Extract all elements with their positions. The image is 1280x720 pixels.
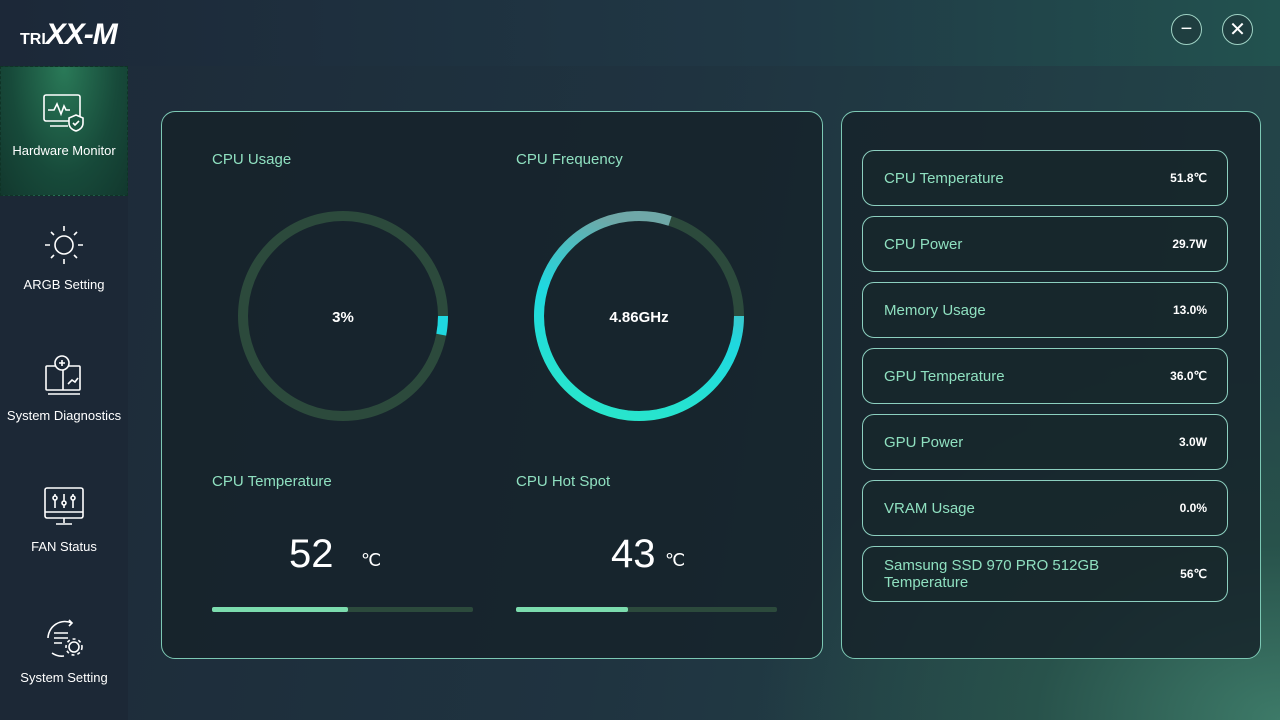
cpu-frequency-gauge	[534, 211, 744, 421]
trixx-m-logo: TRIXX-M	[20, 18, 118, 51]
sidebar: Hardware Monitor ARGB Setting System Dia…	[0, 66, 128, 720]
sidebar-item-fan-status[interactable]: FAN Status	[0, 459, 128, 589]
cpu-temperature-label: CPU Temperature	[212, 473, 332, 490]
close-button[interactable]: ✕	[1222, 14, 1253, 45]
cpu-hotspot-unit: ℃	[665, 550, 686, 570]
sidebar-item-label: System Setting	[20, 670, 108, 685]
stat-row: CPU Temperature 51.8℃	[862, 150, 1228, 206]
cpu-hotspot-value: 43	[611, 532, 656, 576]
x-icon: ✕	[1229, 19, 1246, 41]
stat-value: 36.0℃	[1170, 369, 1207, 383]
cpu-temperature-value: 52	[289, 532, 334, 576]
sidebar-item-hardware-monitor[interactable]: Hardware Monitor	[0, 66, 128, 196]
bar-fill	[212, 607, 348, 612]
minimize-button[interactable]: −	[1171, 14, 1202, 45]
sidebar-item-system-setting[interactable]: System Setting	[0, 590, 128, 720]
stat-row: Memory Usage 13.0%	[862, 282, 1228, 338]
cpu-usage-value: 3%	[332, 309, 354, 326]
bar-fill	[516, 607, 629, 612]
sidebar-item-argb-setting[interactable]: ARGB Setting	[0, 197, 128, 327]
sidebar-item-system-diagnostics[interactable]: System Diagnostics	[0, 328, 128, 458]
cpu-usage-gauge	[238, 211, 448, 421]
settings-cycle-icon	[47, 619, 83, 657]
stat-name: Memory Usage	[884, 301, 986, 319]
gauge-fill	[238, 211, 448, 421]
cpu-temperature-unit: ℃	[361, 550, 382, 570]
stat-value: 3.0W	[1178, 435, 1207, 449]
stat-value: 51.8℃	[1170, 171, 1207, 185]
stat-row: GPU Temperature 36.0℃	[862, 348, 1228, 404]
sidebar-item-label: FAN Status	[31, 539, 97, 554]
title-bar: TRIXX-M − ✕	[0, 0, 1280, 66]
stat-name: GPU Power	[884, 433, 964, 451]
cpu-frequency-value: 4.86GHz	[609, 309, 669, 326]
cpu-usage-label: CPU Usage	[212, 151, 292, 168]
sun-icon	[45, 226, 83, 264]
stat-name: GPU Temperature	[884, 367, 1005, 385]
stat-row: VRAM Usage 0.0%	[862, 480, 1228, 536]
stat-value: 0.0%	[1179, 501, 1207, 515]
cpu-overview-panel: CPU Usage CPU Frequency 3% 4.86GHz CPU T…	[161, 111, 823, 659]
minus-icon: −	[1180, 18, 1193, 40]
cpu-frequency-label: CPU Frequency	[516, 151, 623, 168]
cpu-hotspot-bar	[516, 607, 777, 612]
stat-value: 13.0%	[1172, 303, 1207, 317]
stats-panel: CPU Temperature 51.8℃ CPU Power 29.7W Memory…	[841, 111, 1261, 659]
stat-row: Samsung SSD 970 PRO 512GB Temperature 56℃	[862, 546, 1228, 602]
fan-sliders-icon	[44, 487, 84, 525]
stat-value: 56℃	[1180, 567, 1207, 581]
monitor-heartbeat-shield-icon	[43, 94, 84, 132]
stat-row: GPU Power 3.0W	[862, 414, 1228, 470]
gauge-fill	[534, 211, 744, 421]
sidebar-item-label: System Diagnostics	[6, 408, 122, 423]
stat-row: CPU Power 29.7W	[862, 216, 1228, 272]
stat-name: CPU Temperature	[884, 169, 1004, 187]
stat-name: Samsung SSD 970 PRO 512GB Temperature	[884, 557, 1100, 591]
cpu-temperature-bar	[212, 607, 473, 612]
diagnostics-icon	[45, 355, 81, 395]
stat-value: 29.7W	[1172, 237, 1207, 251]
stat-name: VRAM Usage	[884, 499, 975, 517]
cpu-hotspot-label: CPU Hot Spot	[516, 473, 611, 490]
sidebar-item-label: Hardware Monitor	[12, 143, 116, 158]
stat-name: CPU Power	[884, 235, 963, 253]
sidebar-item-label: ARGB Setting	[23, 277, 105, 292]
